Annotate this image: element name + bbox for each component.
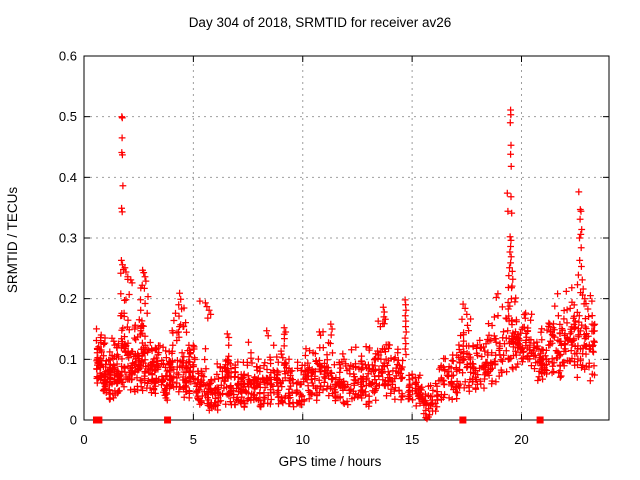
y-tick-label: 0 [70, 413, 77, 428]
y-axis-label: SRMTID / TECUs [5, 187, 20, 294]
y-tick-label: 0.6 [59, 49, 77, 64]
y-tick-label: 0.5 [59, 109, 77, 124]
x-tick-label: 0 [80, 432, 87, 447]
chart-title: Day 304 of 2018, SRMTID for receiver av2… [189, 15, 452, 30]
baseline-flag-marker [536, 416, 544, 424]
baseline-flag-marker [164, 416, 172, 424]
x-tick-label: 20 [514, 432, 528, 447]
plot-area: 0 5 10 15 20 0 0.1 0.2 0.3 0.4 0.5 0.6 [59, 49, 610, 447]
x-tick-label: 10 [296, 432, 310, 447]
x-axis-label: GPS time / hours [279, 454, 382, 469]
baseline-flag-marker [459, 416, 467, 424]
y-tick-label: 0.3 [59, 231, 77, 246]
y-tick-label: 0.2 [59, 291, 77, 306]
baseline-flag-marker [95, 416, 103, 424]
scatter-points [93, 106, 599, 423]
x-tick-label: 5 [190, 432, 197, 447]
y-tick-label: 0.4 [59, 170, 77, 185]
x-tick-label: 15 [405, 432, 419, 447]
y-tick-label: 0.1 [59, 352, 77, 367]
